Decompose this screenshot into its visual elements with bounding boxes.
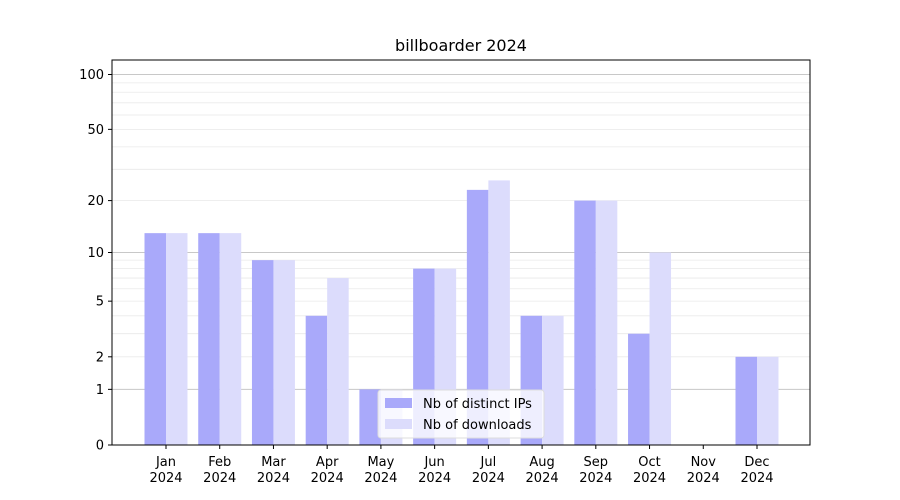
bar-downloads (327, 278, 349, 445)
x-tick-label: Mar (261, 455, 286, 470)
bar-distinct-ips (628, 333, 650, 445)
legend-label: Nb of downloads (423, 418, 532, 433)
y-tick-label: 1 (96, 383, 104, 398)
x-tick-label: May (367, 455, 394, 470)
bar-downloads (757, 356, 779, 445)
y-tick-label: 5 (96, 295, 104, 310)
y-tick-label: 10 (87, 246, 104, 261)
x-tick-label: Nov (691, 455, 717, 470)
bar-distinct-ips (735, 356, 757, 445)
x-tick-label: Jul (480, 455, 497, 470)
y-axis: 0 1 2 5 10 20 50 100 (79, 68, 112, 454)
x-tick-label: Jun (423, 455, 444, 470)
x-tick-label: 2024 (472, 471, 505, 486)
legend: Nb of distinct IPs Nb of downloads (377, 389, 545, 439)
x-tick-label: Dec (744, 455, 769, 470)
legend-swatch (385, 419, 412, 429)
x-tick-label: Apr (316, 455, 339, 470)
x-tick-label: 2024 (149, 471, 182, 486)
x-tick-label: Jan (155, 455, 176, 470)
bar-distinct-ips (305, 315, 328, 445)
y-tick-label: 100 (79, 68, 104, 83)
x-tick-label: 2024 (633, 471, 666, 486)
bar-downloads (649, 252, 672, 445)
bar-downloads (219, 233, 242, 445)
x-tick-label: 2024 (687, 471, 720, 486)
bar-distinct-ips (198, 233, 220, 445)
x-tick-label: Sep (584, 455, 609, 470)
x-tick-label: 2024 (364, 471, 397, 486)
legend-swatch (385, 398, 412, 408)
x-tick-label: Aug (529, 455, 554, 470)
x-tick-label: Feb (208, 455, 231, 470)
legend-box (377, 389, 545, 439)
bar-distinct-ips (251, 260, 274, 445)
bar-downloads (273, 260, 295, 445)
legend-label: Nb of distinct IPs (423, 397, 532, 412)
y-tick-label: 20 (87, 194, 104, 209)
bar-downloads (488, 180, 510, 446)
bar-downloads (542, 315, 564, 445)
x-tick-label: 2024 (418, 471, 451, 486)
x-tick-label: Oct (638, 455, 660, 470)
bar-distinct-ips (144, 233, 166, 445)
x-tick-label: 2024 (579, 471, 612, 486)
bar-distinct-ips (574, 200, 596, 445)
bar-downloads (595, 200, 618, 445)
x-tick-label: 2024 (257, 471, 290, 486)
bar-distinct-ips (359, 389, 381, 445)
x-tick-label: 2024 (740, 471, 773, 486)
chart-title: billboarder 2024 (395, 36, 527, 55)
x-axis: Jan2024Feb2024Mar2024Apr2024May2024Jun20… (149, 445, 774, 486)
y-tick-label: 50 (87, 123, 104, 138)
y-tick-label: 0 (96, 439, 104, 454)
x-tick-label: 2024 (311, 471, 344, 486)
bar-downloads (166, 233, 188, 445)
y-tick-label: 2 (96, 350, 104, 365)
x-tick-label: 2024 (526, 471, 559, 486)
bar-distinct-ips (466, 189, 489, 445)
x-tick-label: 2024 (203, 471, 236, 486)
